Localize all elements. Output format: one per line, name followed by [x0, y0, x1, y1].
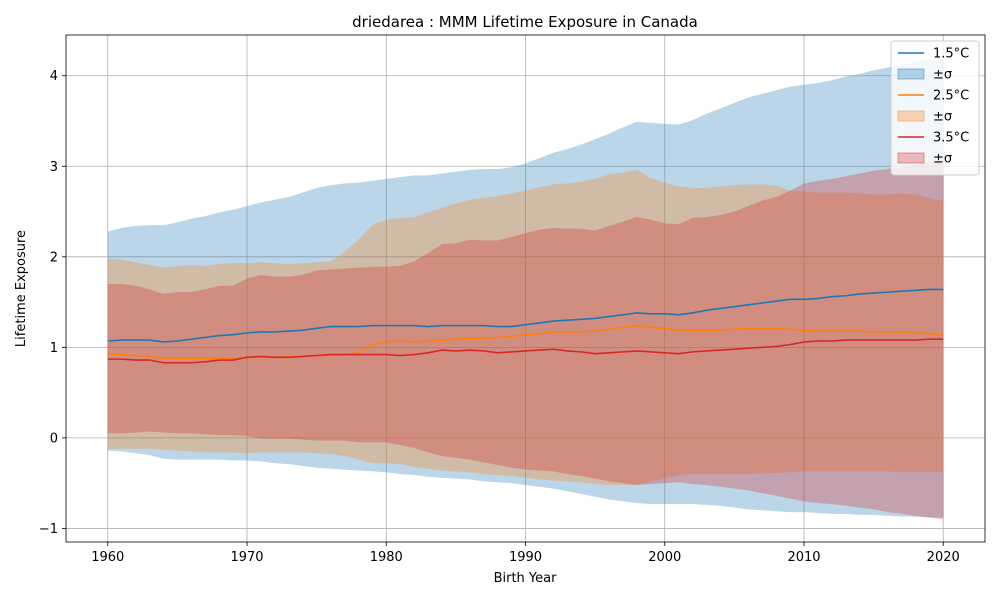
legend-band-swatch	[897, 110, 925, 122]
x-tick-label: 2000	[648, 550, 681, 565]
y-tick-label: 0	[50, 431, 58, 446]
x-tick-label: 1980	[370, 550, 403, 565]
x-axis-title: Birth Year	[494, 571, 558, 586]
x-tick-label: 1960	[91, 550, 124, 565]
y-tick-label: 3	[50, 160, 58, 175]
sigma-band	[107, 159, 944, 520]
sigma-band	[107, 57, 944, 518]
mean-lines	[107, 288, 944, 364]
legend: 1.5°C ±σ 2.5°C ±σ 3.5°C ±σ	[890, 40, 980, 176]
y-tick-label: 1	[50, 341, 58, 356]
legend-series-label: 1.5°C	[933, 47, 969, 62]
legend-frame	[890, 40, 980, 176]
x-tick-label: 1990	[509, 550, 542, 565]
sigma-bands	[107, 57, 944, 520]
legend-band-label: ±σ	[933, 110, 952, 125]
x-tick-label: 2010	[787, 550, 820, 565]
y-tick-label: −1	[39, 522, 58, 537]
x-tick-label: 2020	[927, 550, 960, 565]
y-axis-title: Lifetime Exposure	[14, 230, 29, 347]
legend-band-label: ±σ	[933, 68, 952, 83]
legend-series-label: 2.5°C	[933, 89, 969, 104]
mean-line	[107, 288, 944, 343]
sigma-band	[107, 169, 944, 485]
x-axis-ticks: 1960 1970 1980 1990 2000 2010 2020	[91, 542, 960, 565]
legend-series-label: 3.5°C	[933, 131, 969, 146]
y-tick-label: 2	[50, 250, 58, 265]
x-tick-label: 1970	[230, 550, 263, 565]
chart-title: driedarea : MMM Lifetime Exposure in Can…	[352, 13, 698, 31]
y-axis-ticks: −1 0 1 2 3 4	[39, 69, 66, 537]
mean-line	[107, 338, 944, 364]
legend-band-label: ±σ	[933, 152, 952, 167]
grid-lines	[66, 35, 985, 542]
legend-band-swatch	[897, 152, 925, 164]
y-tick-label: 4	[50, 69, 58, 84]
legend-band-swatch	[897, 68, 925, 80]
